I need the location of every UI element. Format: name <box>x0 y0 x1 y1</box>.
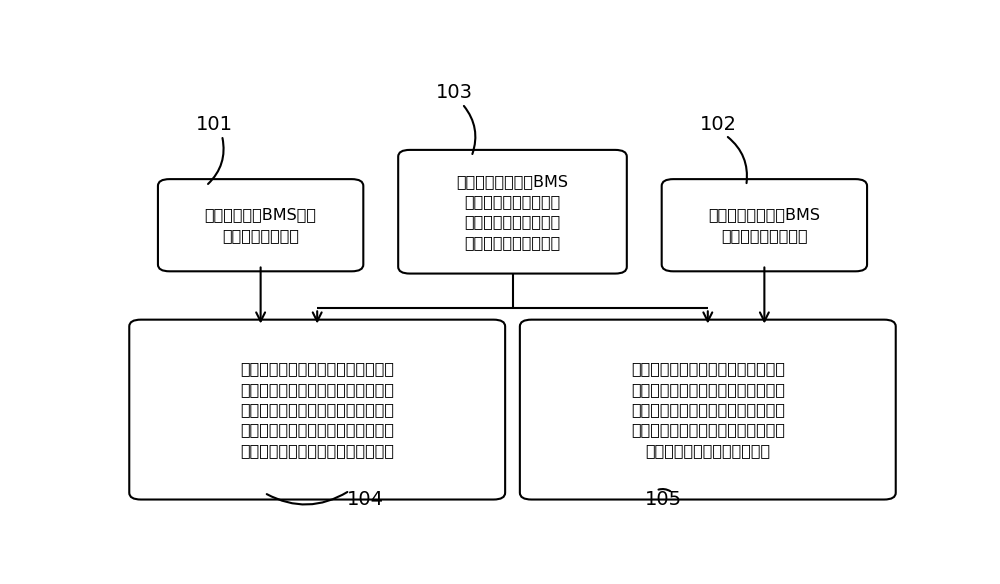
Text: 103: 103 <box>436 83 473 102</box>
FancyBboxPatch shape <box>129 319 505 499</box>
Text: 105: 105 <box>645 490 682 509</box>
FancyBboxPatch shape <box>398 150 627 273</box>
Text: 101: 101 <box>196 114 233 134</box>
Text: 根据所述电池组的充电状态、所述第
一电池单体的电压以及所述电池组的
电压极差值，向所述均衡结构输出第
一控制信号，控制所述均衡结构对所
述第一电池单体进行放电或: 根据所述电池组的充电状态、所述第 一电池单体的电压以及所述电池组的 电压极差值，… <box>240 361 394 458</box>
FancyBboxPatch shape <box>520 319 896 499</box>
Text: 所述电池管理系统BMS
获取所述电池组的多个
电池单体的电压以及所
述电池组的电压极差值: 所述电池管理系统BMS 获取所述电池组的多个 电池单体的电压以及所 述电池组的电… <box>456 173 568 250</box>
FancyBboxPatch shape <box>158 179 363 272</box>
Text: 根据所述电池组电流、所述第二电池
单体的电压以及所述电池组的电压极
差值，向所述均衡结构输出第二控制
信号，控制所述均衡结构对所述第二
电池单体进行充电或停止充: 根据所述电池组电流、所述第二电池 单体的电压以及所述电池组的电压极 差值，向所述… <box>631 361 785 458</box>
Text: 电池管理系统BMS获取
电池组的充电状态: 电池管理系统BMS获取 电池组的充电状态 <box>205 207 317 243</box>
FancyBboxPatch shape <box>662 179 867 272</box>
Text: 104: 104 <box>347 490 384 509</box>
Text: 102: 102 <box>699 114 736 134</box>
Text: 所述电池管理系统BMS
获取所述电池组电流: 所述电池管理系统BMS 获取所述电池组电流 <box>708 207 820 243</box>
